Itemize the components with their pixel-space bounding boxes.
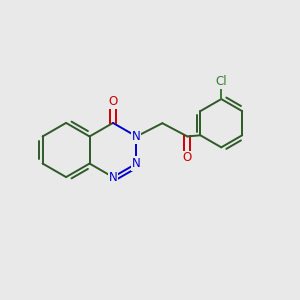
Text: N: N [132, 130, 141, 143]
Text: N: N [132, 157, 141, 170]
Text: Cl: Cl [215, 76, 227, 88]
Text: O: O [183, 151, 192, 164]
Text: N: N [109, 171, 117, 184]
Text: O: O [108, 95, 118, 108]
